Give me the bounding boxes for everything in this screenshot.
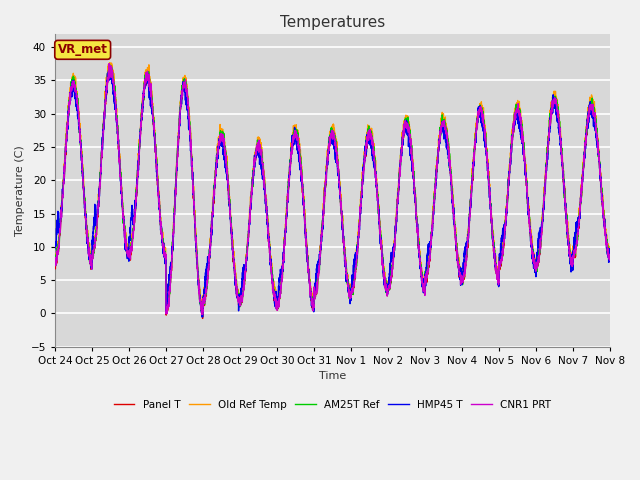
HMP45 T [312,276,320,282]
AM25T Ref [312,286,320,292]
HMP45 T [426,245,434,251]
Panel T [106,62,114,68]
CNR1 PRT [457,276,465,282]
AM25T Ref [106,62,114,68]
Legend: Panel T, Old Ref Temp, AM25T Ref, HMP45 T, CNR1 PRT: Panel T, Old Ref Temp, AM25T Ref, HMP45 … [109,396,556,414]
Old Ref Temp [151,131,159,137]
Old Ref Temp [606,246,614,252]
CNR1 PRT [151,134,159,140]
X-axis label: Time: Time [319,371,346,381]
CNR1 PRT [198,312,205,317]
HMP45 T [606,254,614,260]
Old Ref Temp [605,253,613,259]
Panel T [426,248,434,253]
HMP45 T [151,139,159,144]
Panel T [605,252,613,257]
Line: AM25T Ref: AM25T Ref [55,65,610,315]
Panel T [457,276,465,281]
Old Ref Temp [51,256,59,262]
CNR1 PRT [426,245,434,251]
HMP45 T [199,314,207,320]
Panel T [51,264,59,270]
Panel T [199,315,207,321]
Panel T [606,252,614,258]
Panel T [151,138,159,144]
AM25T Ref [51,252,59,257]
AM25T Ref [605,254,613,260]
Line: Panel T: Panel T [55,65,610,318]
CNR1 PRT [312,291,320,297]
CNR1 PRT [489,232,497,238]
CNR1 PRT [51,263,59,268]
AM25T Ref [151,134,159,140]
Old Ref Temp [106,60,114,66]
Old Ref Temp [489,224,497,229]
HMP45 T [489,237,497,242]
Y-axis label: Temperature (C): Temperature (C) [15,145,25,236]
Line: CNR1 PRT: CNR1 PRT [55,64,610,314]
Old Ref Temp [457,273,465,279]
HMP45 T [51,246,59,252]
Title: Temperatures: Temperatures [280,15,385,30]
AM25T Ref [489,227,497,233]
Line: Old Ref Temp: Old Ref Temp [55,63,610,314]
AM25T Ref [426,243,434,249]
HMP45 T [106,63,114,69]
CNR1 PRT [606,257,614,263]
Old Ref Temp [198,311,206,317]
Old Ref Temp [312,282,320,288]
AM25T Ref [606,253,614,259]
Panel T [489,232,497,238]
Old Ref Temp [426,239,434,244]
HMP45 T [457,281,465,287]
HMP45 T [605,259,613,264]
CNR1 PRT [605,255,613,261]
AM25T Ref [457,271,465,277]
CNR1 PRT [105,61,113,67]
Panel T [312,291,320,297]
Line: HMP45 T: HMP45 T [55,66,610,317]
AM25T Ref [198,312,205,318]
Text: VR_met: VR_met [58,43,108,56]
